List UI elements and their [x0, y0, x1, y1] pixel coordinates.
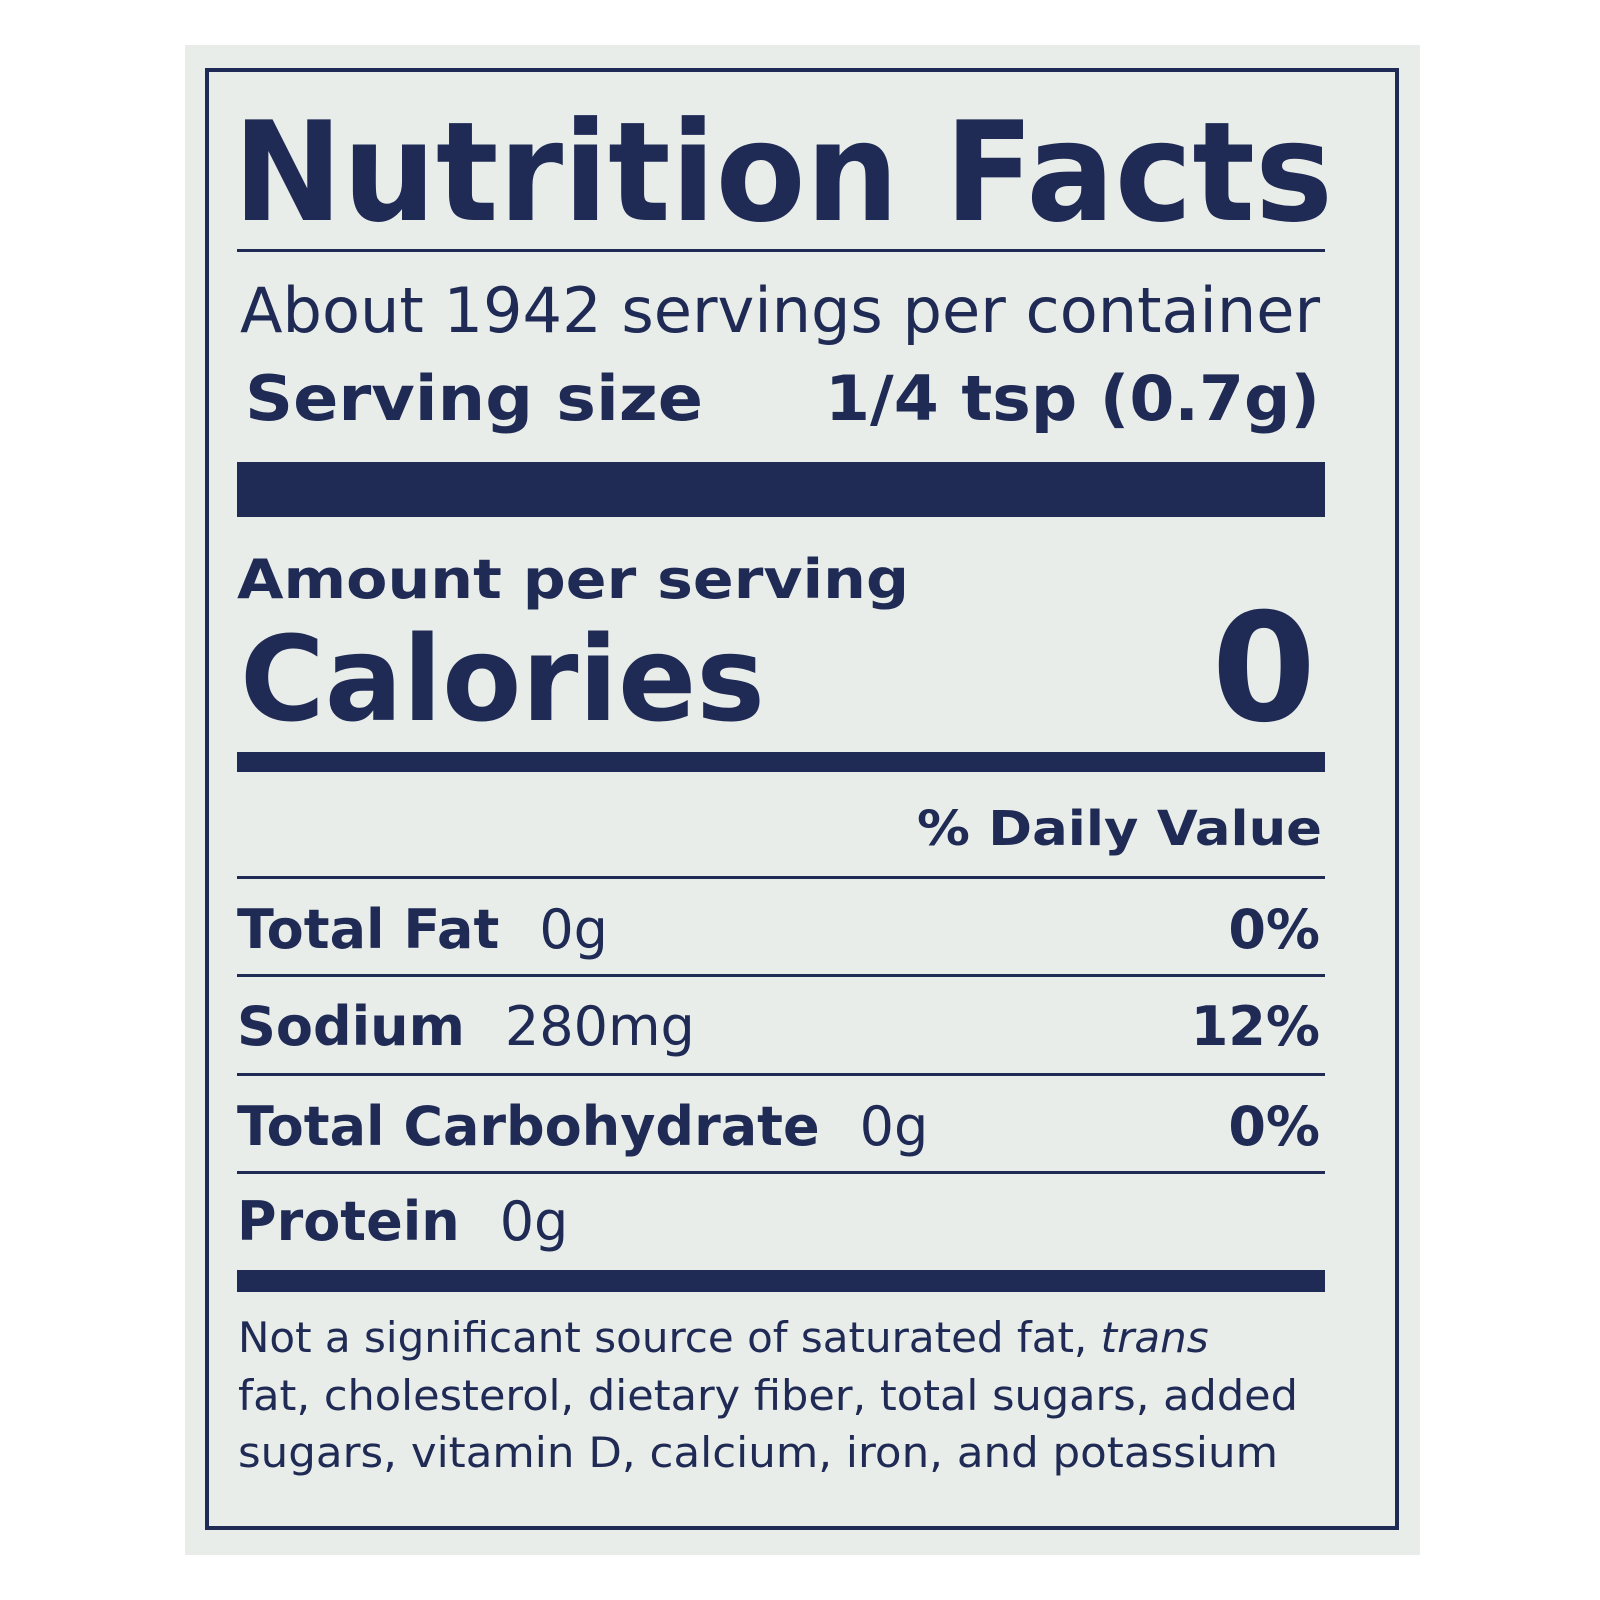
footnote-line: sugars, vitamin D, calcium, iron, and po…	[238, 1428, 1278, 1477]
nutrient-line: Protein 0g	[237, 1190, 568, 1253]
nutrient-rows: Total Fat 0g 0% Sodium 280mg 12% Total Carbohy…	[237, 898, 1325, 1253]
serving-size-label: Serving size	[245, 362, 703, 435]
nutrient-amount: 0g	[860, 1095, 929, 1158]
nutrient-line: Sodium 280mg	[237, 995, 695, 1058]
nutrient-dv: 0%	[1228, 1095, 1320, 1158]
nutrient-amount: 0g	[500, 1190, 569, 1253]
label-border	[205, 68, 1399, 1530]
servings: About 1942 servings per container	[240, 274, 1321, 347]
nutrient-line: Total Fat 0g	[237, 898, 608, 961]
rule	[237, 249, 1325, 252]
nutrient-amount: 0g	[539, 898, 608, 961]
daily-value-header: % Daily Value	[917, 801, 1322, 857]
rule	[237, 876, 1325, 879]
nutrient-name: Total Fat	[237, 898, 499, 961]
calories-value: 0	[1212, 582, 1316, 756]
medium-rule	[237, 752, 1325, 772]
nutrient-name: Sodium	[237, 995, 465, 1058]
medium-rule	[237, 1270, 1325, 1292]
calories-label: Calories	[240, 610, 765, 748]
thick-rule	[237, 462, 1325, 517]
nutrient-dv: 0%	[1228, 898, 1320, 961]
label-panel	[185, 45, 1420, 1555]
nutrient-amount: 280mg	[505, 995, 695, 1058]
footnote-italic: trans	[1101, 1313, 1209, 1362]
rule	[237, 974, 1325, 977]
title: Nutrition Facts	[233, 92, 1333, 253]
footnote-line: Not a significant source of saturated fa…	[238, 1313, 1209, 1362]
rule	[237, 1073, 1325, 1076]
nutrient-name: Total Carbohydrate	[237, 1095, 820, 1158]
nutrient-line: Total Carbohydrate 0g	[237, 1095, 928, 1158]
footnote-text: Not a significant source of saturated fa…	[238, 1313, 1087, 1362]
nutrient-name: Protein	[237, 1190, 460, 1253]
rule	[237, 1171, 1325, 1174]
amount-per-serving: Amount per serving	[237, 548, 909, 611]
footnote-line: fat, cholesterol, dietary fiber, total s…	[238, 1371, 1298, 1420]
serving-size-value: 1/4 tsp (0.7g)	[825, 362, 1320, 435]
nutrient-dv: 12%	[1191, 995, 1320, 1058]
